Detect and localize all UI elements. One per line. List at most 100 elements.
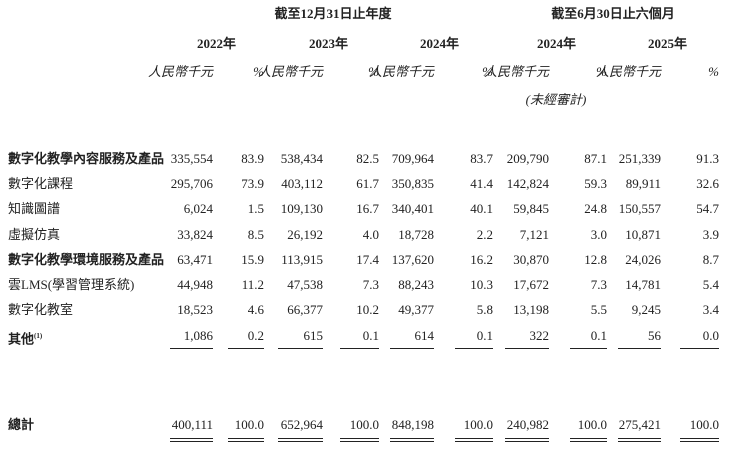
cell: 12.8 [584,252,607,267]
cell: 41.4 [470,176,493,191]
cell: 209,790 [506,151,549,166]
cell: 8.5 [247,227,264,242]
cell: 251,339 [618,151,661,166]
cell: 1,086 [183,328,213,343]
rule [505,438,549,439]
rule [170,348,213,349]
rule [278,348,323,349]
rule [680,348,719,349]
cell: 709,964 [391,151,434,166]
rule [390,441,434,442]
cell: 7,121 [519,227,549,242]
year-header: 2022年 [196,36,236,51]
cell: 322 [529,328,550,343]
cell: 89,911 [625,176,661,191]
rule [570,348,607,349]
cell: 83.9 [241,151,264,166]
row-label: 數字化教學內容服務及產品 [8,151,165,166]
cell: 10.3 [470,277,493,292]
rule [505,348,549,349]
rule [618,441,661,442]
cell: 15.9 [241,252,264,267]
cell: 10.2 [356,302,379,317]
cell: 652,964 [280,417,323,432]
rule [680,441,719,442]
unit-header: % [708,64,719,79]
cell: 1.5 [247,201,264,216]
cell: 13,198 [513,302,549,317]
cell: 44,948 [177,277,213,292]
cell: 7.3 [362,277,379,292]
cell: 10,871 [625,227,661,242]
cell: 615 [303,328,324,343]
cell: 0.0 [702,328,719,343]
cell: 16.2 [470,252,493,267]
cell: 100.0 [689,417,719,432]
unit-header: % [253,64,264,79]
unit-header: 人民幣千元 [257,64,323,79]
cell: 614 [414,328,435,343]
rule [228,441,264,442]
rule [228,348,264,349]
cell: 49,377 [398,302,434,317]
cell: 47,538 [287,277,323,292]
rule [680,438,719,439]
cell: 56 [648,328,661,343]
row-label: 數字化課程 [8,176,74,191]
cell: 3.4 [702,302,719,317]
rule [278,438,323,439]
cell: 63,471 [177,252,213,267]
cell: 87.1 [584,151,607,166]
cell: 848,198 [391,417,434,432]
cell: 142,824 [506,176,549,191]
rule [340,441,379,442]
cell: 100.0 [234,417,264,432]
year-header: 2024年 [419,36,459,51]
cell: 4.0 [362,227,379,242]
cell: 109,130 [280,201,323,216]
cell: 403,112 [281,176,323,191]
cell: 335,554 [170,151,213,166]
cell: 11.2 [241,277,264,292]
year-header: 2025年 [647,36,687,51]
rule [170,438,213,439]
rule [340,348,379,349]
row-label: 虛擬仿真 [8,227,61,242]
cell: 61.7 [356,176,379,191]
cell: 5.4 [702,277,719,292]
cell: 0.1 [362,328,379,343]
cell: 83.7 [470,151,493,166]
rule [570,441,607,442]
cell: 91.3 [696,151,719,166]
row-label: 總計 [8,417,35,432]
cell: 3.9 [702,227,719,242]
rule [228,438,264,439]
cell: 59.3 [584,176,607,191]
cell: 8.7 [702,252,719,267]
cell: 66,377 [287,302,323,317]
row-label: 數字化教室 [8,302,74,317]
cell: 9,245 [631,302,661,317]
cell: 17,672 [513,277,549,292]
cell: 5.5 [590,302,607,317]
rule [390,348,434,349]
cell: 17.4 [356,252,379,267]
year-header: 2024年 [536,36,576,51]
row-label: 數字化教學環境服務及產品 [8,252,165,267]
cell: 100.0 [463,417,493,432]
cell: 59,845 [513,201,549,216]
unit-header: 人民幣千元 [147,64,213,79]
unit-header: % [596,64,607,79]
footnote-ref: (1) [34,332,43,340]
unit-header: % [368,64,379,79]
rule [278,441,323,442]
cell: 240,982 [506,417,549,432]
group-header: 截至12月31日止年度 [274,6,392,21]
cell: 0.1 [590,328,607,343]
cell: 150,557 [618,201,661,216]
rule [455,348,493,349]
rule [570,438,607,439]
unit-header: 人民幣千元 [368,64,434,79]
rule [618,348,661,349]
